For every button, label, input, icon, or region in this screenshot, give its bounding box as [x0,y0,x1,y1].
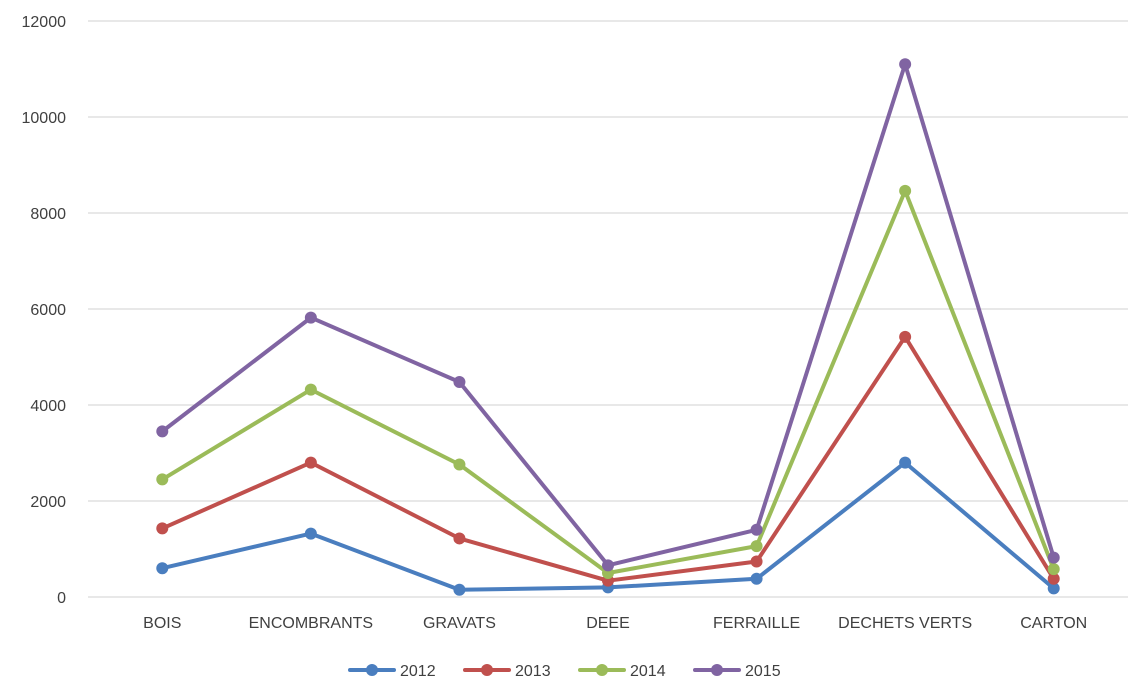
x-tick-label: CARTON [1020,615,1087,632]
y-tick-label: 2000 [30,494,66,511]
y-tick-label: 12000 [22,14,67,31]
legend-marker-swatch [711,664,723,676]
x-tick-label: DEEE [586,615,630,632]
series [156,58,1060,596]
x-tick-label: DECHETS VERTS [838,615,972,632]
y-axis-ticks: 0 2000 4000 6000 8000 10000 12000 [22,14,67,607]
data-point [750,572,763,585]
legend-label: 2013 [515,663,551,680]
legend-label: 2014 [630,663,666,680]
data-point [1047,572,1060,585]
data-point [304,456,317,469]
y-tick-label: 10000 [22,110,67,127]
data-point [750,555,763,568]
x-tick-label: ENCOMBRANTS [249,615,373,632]
data-point [750,540,763,553]
data-point [304,383,317,396]
data-point [453,458,466,471]
series-2013 [156,330,1060,587]
data-point [453,583,466,596]
data-point [899,330,912,343]
data-point [304,527,317,540]
y-tick-label: 6000 [30,302,66,319]
y-tick-label: 4000 [30,398,66,415]
series-line [160,334,1056,583]
legend-marker-swatch [366,664,378,676]
data-point [453,375,466,388]
legend: 2012 2013 2014 2015 [348,663,781,680]
legend-item-2012: 2012 [348,663,436,680]
x-axis-ticks: BOIS ENCOMBRANTS GRAVATS DEEE FERRAILLE DECHE… [143,615,1087,632]
legend-item-2013: 2013 [463,663,551,680]
data-point [156,425,169,438]
y-tick-label: 0 [57,590,66,607]
data-point [1047,551,1060,564]
series-2014 [156,184,1060,579]
data-point [304,311,317,324]
data-point [899,184,912,197]
legend-marker-swatch [596,664,608,676]
data-point [156,562,169,575]
data-point [602,559,614,572]
data-point [453,532,466,545]
x-tick-label: BOIS [143,615,181,632]
legend-item-2015: 2015 [693,663,781,680]
legend-item-2014: 2014 [578,663,666,680]
x-tick-label: FERRAILLE [713,615,800,632]
data-point [1047,563,1060,576]
series-line [160,62,1056,568]
data-point [899,58,912,71]
data-point [750,523,763,536]
series-2015 [156,58,1060,572]
series-line [160,188,1056,575]
legend-marker-swatch [481,664,493,676]
x-tick-label: GRAVATS [423,615,496,632]
legend-label: 2015 [745,663,781,680]
data-point [156,473,169,486]
data-point [156,522,169,535]
data-point [1047,582,1060,595]
legend-label: 2012 [400,663,436,680]
y-tick-label: 8000 [30,206,66,223]
data-point [899,456,912,469]
gridlines [88,20,1128,598]
